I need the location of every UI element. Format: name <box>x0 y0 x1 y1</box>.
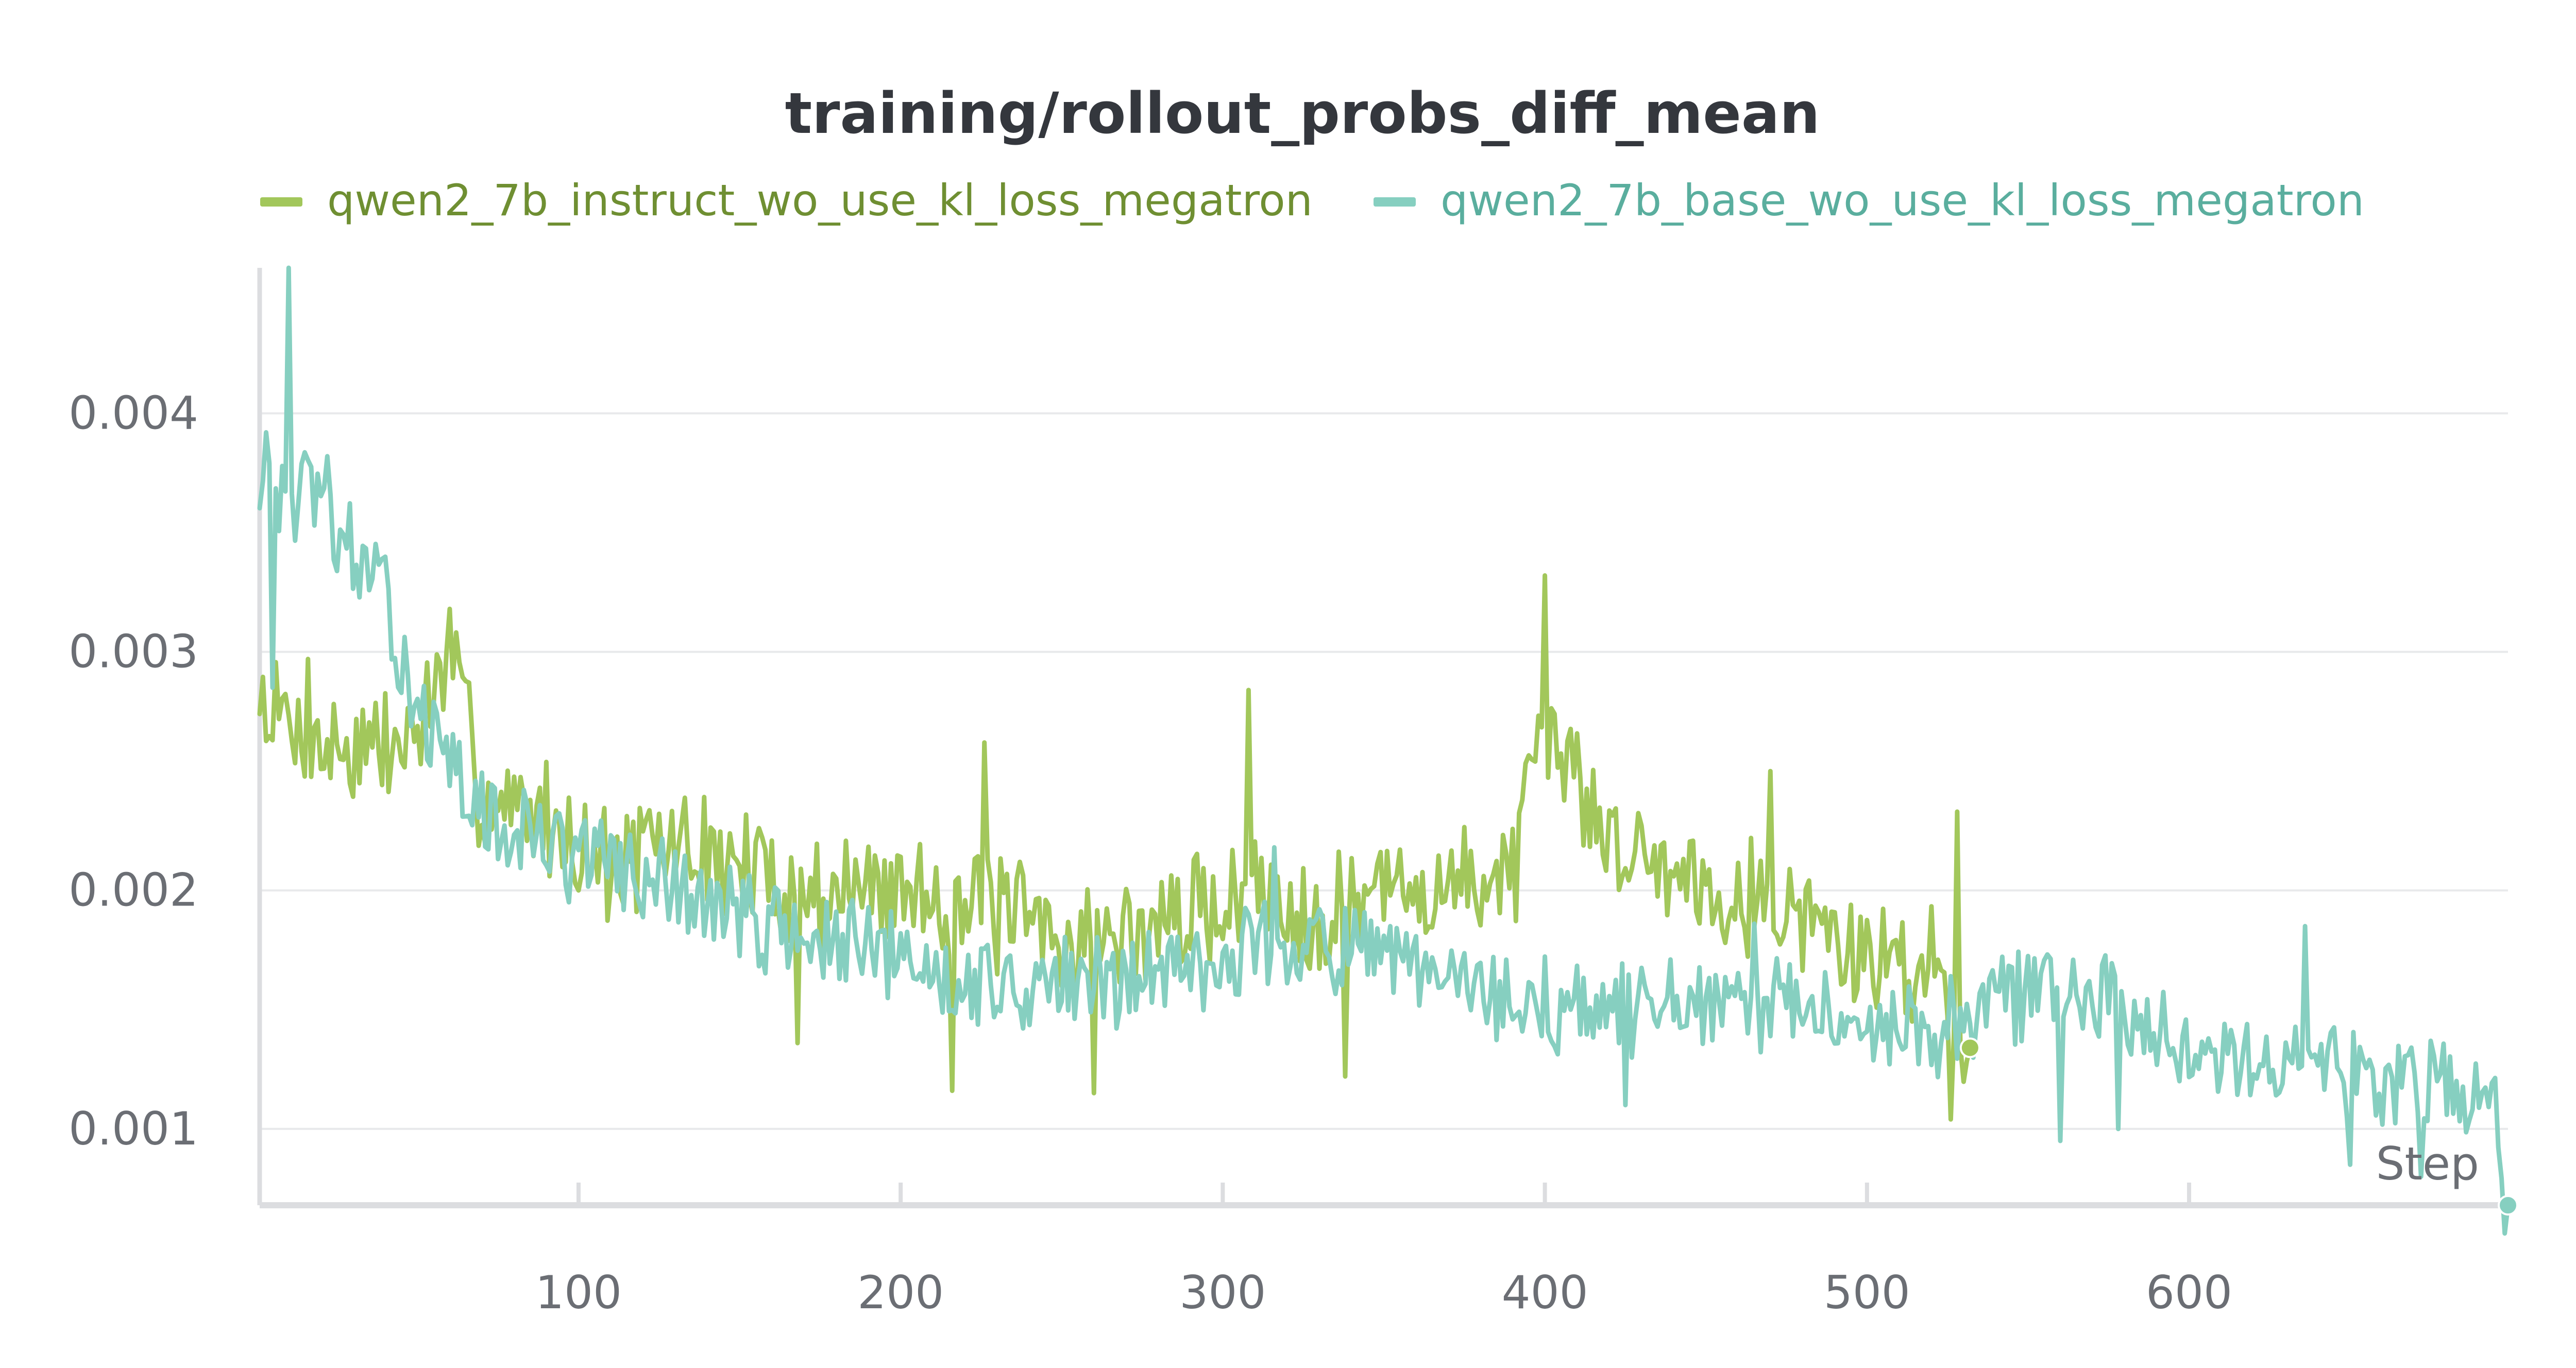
x-tick-label: 600 <box>2146 1266 2232 1319</box>
legend-item-instruct[interactable]: qwen2_7b_instruct_wo_use_kl_loss_megatro… <box>260 175 1313 226</box>
legend-label-instruct: qwen2_7b_instruct_wo_use_kl_loss_megatro… <box>327 175 1313 226</box>
series-end-marker-1 <box>2498 1195 2518 1216</box>
y-tick-labels: 0.001 0.002 0.003 0.004 <box>69 386 198 1155</box>
axes <box>257 268 2508 1208</box>
series-line-0[interactable] <box>257 573 1973 1122</box>
x-tick-labels: 100 200 300 400 500 600 <box>535 1266 2232 1319</box>
x-tick-label: 400 <box>1502 1266 1588 1319</box>
end-markers <box>1959 1037 2518 1216</box>
y-tick-label: 0.002 <box>69 864 198 917</box>
legend-swatch-base <box>1374 197 1416 207</box>
y-tick-label: 0.001 <box>69 1102 198 1155</box>
x-tick-label: 500 <box>1824 1266 1910 1319</box>
x-tick-label: 300 <box>1179 1266 1266 1319</box>
plot-area[interactable] <box>257 265 2511 1236</box>
y-tick-label: 0.003 <box>69 625 198 678</box>
x-tick-label: 200 <box>857 1266 944 1319</box>
x-axis-label: Step <box>2376 1137 2479 1190</box>
legend-item-base[interactable]: qwen2_7b_base_wo_use_kl_loss_megatron <box>1374 175 2364 226</box>
y-tick-label: 0.004 <box>69 386 198 439</box>
chart-title: training/rollout_probs_diff_mean <box>785 80 1820 146</box>
series-end-marker-0 <box>1959 1037 1980 1058</box>
legend-swatch-instruct <box>260 197 302 207</box>
x-tick-label: 100 <box>535 1266 622 1319</box>
legend[interactable]: qwen2_7b_instruct_wo_use_kl_loss_megatro… <box>260 175 2364 226</box>
legend-label-base: qwen2_7b_base_wo_use_kl_loss_megatron <box>1440 175 2364 226</box>
series-line-1[interactable] <box>257 265 2511 1236</box>
gridlines <box>260 412 2508 1130</box>
